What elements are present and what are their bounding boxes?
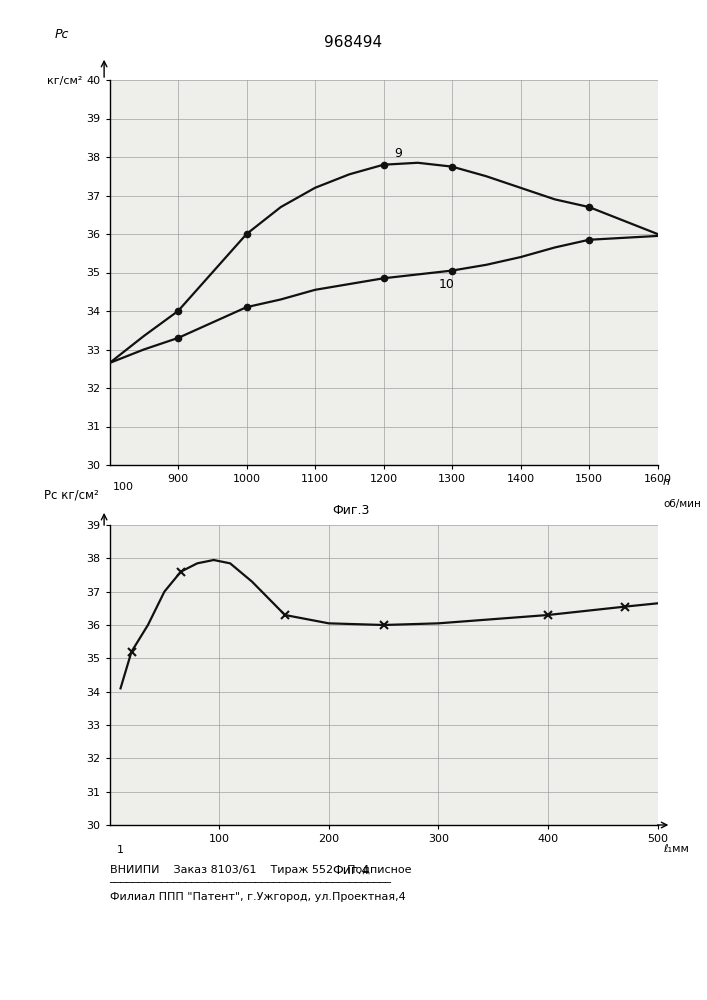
Text: 9: 9 bbox=[394, 147, 402, 160]
Text: 968494: 968494 bbox=[325, 35, 382, 50]
Text: ────────────────────────────────────────────────: ────────────────────────────────────────… bbox=[110, 878, 392, 888]
Text: Филиал ППП "Патент", г.Ужгород, ул.Проектная,4: Филиал ППП "Патент", г.Ужгород, ул.Проек… bbox=[110, 892, 405, 902]
Text: Фиг.4: Фиг.4 bbox=[332, 864, 369, 877]
Text: ВНИИПИ    Заказ 8103/61    Тираж 552    Подписное: ВНИИПИ Заказ 8103/61 Тираж 552 Подписное bbox=[110, 865, 411, 875]
Text: Pc кг/см²: Pc кг/см² bbox=[44, 488, 98, 501]
Text: n: n bbox=[663, 477, 670, 487]
Text: об/мин: об/мин bbox=[663, 498, 701, 508]
Text: 10: 10 bbox=[438, 278, 454, 291]
Text: 100: 100 bbox=[113, 482, 134, 492]
Text: ℓ₁мм: ℓ₁мм bbox=[663, 844, 689, 854]
Text: Фиг.3: Фиг.3 bbox=[332, 504, 369, 516]
Text: кг/см²: кг/см² bbox=[47, 76, 82, 86]
Text: 1: 1 bbox=[117, 845, 124, 855]
Text: Pc: Pc bbox=[55, 28, 69, 41]
